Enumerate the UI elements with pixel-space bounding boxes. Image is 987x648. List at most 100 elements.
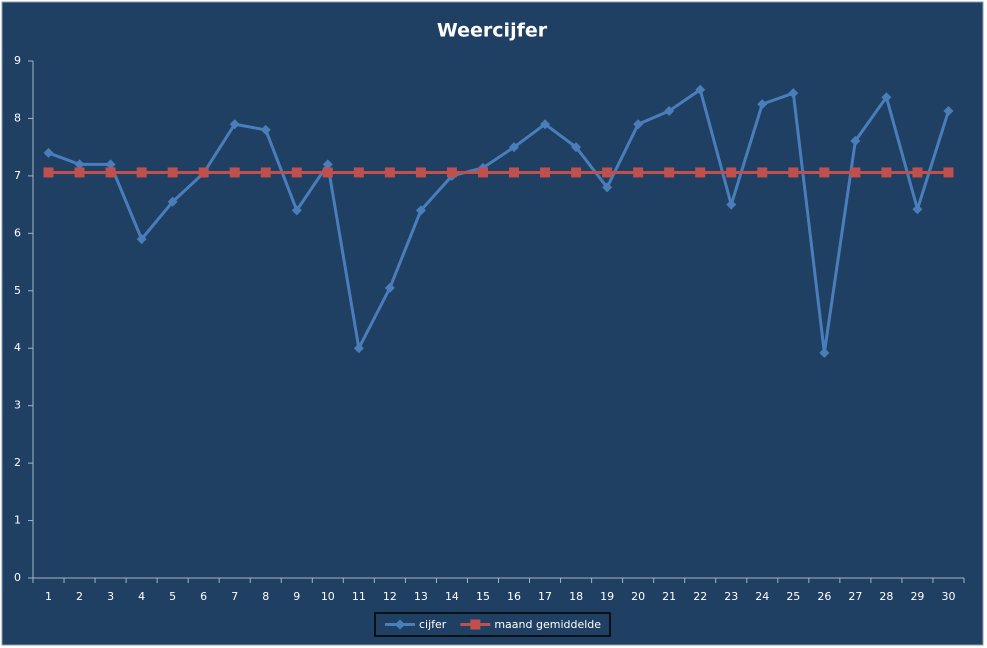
data-point — [664, 105, 675, 116]
data-point — [167, 196, 178, 207]
data-point — [43, 147, 54, 158]
x-tick-label: 12 — [383, 590, 397, 603]
data-point — [415, 205, 426, 216]
y-tick-label: 2 — [14, 456, 21, 469]
data-point — [571, 167, 582, 178]
x-tick-label: 23 — [724, 590, 738, 603]
x-tick-label: 11 — [352, 590, 366, 603]
data-point — [788, 167, 799, 178]
data-point — [602, 167, 613, 178]
data-point — [291, 205, 302, 216]
x-tick-label: 2 — [76, 590, 83, 603]
data-point — [229, 119, 240, 130]
data-point — [384, 167, 395, 178]
data-point — [509, 142, 520, 153]
data-point — [757, 167, 768, 178]
data-point — [384, 282, 395, 293]
y-tick-label: 7 — [14, 169, 21, 182]
y-tick-label: 8 — [14, 111, 21, 124]
data-point — [167, 167, 178, 178]
y-tick-label: 4 — [14, 341, 21, 354]
data-point — [291, 167, 302, 178]
x-tick-label: 18 — [569, 590, 583, 603]
x-tick-label: 27 — [848, 590, 862, 603]
x-tick-label: 16 — [507, 590, 521, 603]
y-tick-label: 9 — [14, 54, 21, 67]
data-point — [695, 167, 706, 178]
data-point — [695, 84, 706, 95]
data-point — [571, 142, 582, 153]
data-point — [633, 167, 644, 178]
data-point — [229, 167, 240, 178]
x-tick-label: 3 — [107, 590, 114, 603]
x-tick-label: 10 — [321, 590, 335, 603]
data-point — [819, 347, 830, 358]
x-tick-label: 22 — [693, 590, 707, 603]
data-point — [446, 167, 457, 178]
data-point — [136, 167, 147, 178]
y-tick-label: 5 — [14, 284, 21, 297]
legend-marker — [470, 619, 481, 630]
x-tick-label: 14 — [445, 590, 459, 603]
data-point — [881, 92, 892, 103]
data-point — [477, 167, 488, 178]
x-tick-label: 28 — [879, 590, 893, 603]
y-tick-label: 1 — [14, 514, 21, 527]
data-point — [912, 204, 923, 215]
data-point — [322, 159, 333, 170]
legend-label: maand gemiddelde — [494, 618, 601, 631]
data-point — [912, 167, 923, 178]
data-point — [105, 167, 116, 178]
legend-box — [374, 612, 611, 637]
x-tick-label: 24 — [755, 590, 769, 603]
x-tick-label: 8 — [262, 590, 269, 603]
x-tick-label: 5 — [169, 590, 176, 603]
data-point — [260, 124, 271, 135]
data-point — [850, 135, 861, 146]
x-tick-label: 15 — [476, 590, 490, 603]
data-point — [602, 182, 613, 193]
data-point — [353, 343, 364, 354]
legend: cijfer maand gemiddelde — [374, 612, 611, 637]
data-point — [353, 167, 364, 178]
data-point — [105, 159, 116, 170]
data-point — [260, 167, 271, 178]
data-point — [322, 167, 333, 178]
x-tick-label: 29 — [910, 590, 924, 603]
x-tick-label: 26 — [817, 590, 831, 603]
chart-title: Weercijfer — [437, 20, 548, 42]
data-point — [943, 167, 954, 178]
x-tick-label: 13 — [414, 590, 428, 603]
x-tick-label: 25 — [786, 590, 800, 603]
data-point — [757, 99, 768, 110]
data-point — [850, 167, 861, 178]
x-tick-label: 7 — [231, 590, 238, 603]
data-point — [943, 105, 954, 116]
x-tick-label: 4 — [138, 590, 145, 603]
series-line — [47, 87, 950, 354]
data-point — [819, 167, 830, 178]
data-point — [198, 167, 209, 178]
data-point — [415, 167, 426, 178]
x-tick-label: 17 — [538, 590, 552, 603]
data-point — [74, 159, 85, 170]
y-tick-label: 0 — [14, 571, 21, 584]
x-tick-label: 9 — [293, 590, 300, 603]
x-tick-label: 19 — [600, 590, 614, 603]
data-point — [540, 167, 551, 178]
data-point — [881, 167, 892, 178]
data-point — [726, 167, 737, 178]
legend-marker — [395, 619, 405, 630]
legend-label: cijfer — [419, 618, 447, 631]
data-point — [509, 167, 520, 178]
y-tick-label: 6 — [14, 226, 21, 239]
x-tick-label: 30 — [941, 590, 955, 603]
data-point — [540, 119, 551, 130]
x-tick-label: 21 — [662, 590, 676, 603]
x-tick-label: 20 — [631, 590, 645, 603]
data-point — [664, 167, 675, 178]
y-tick-label: 3 — [14, 399, 21, 412]
data-point — [74, 167, 85, 178]
